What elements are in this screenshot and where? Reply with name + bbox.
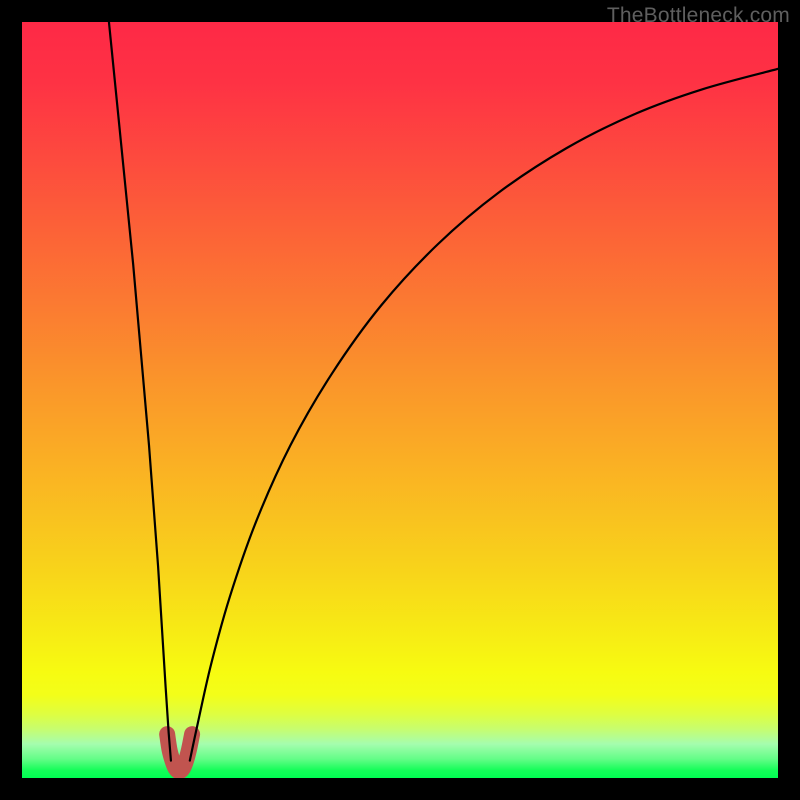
chart-svg: [0, 0, 800, 800]
watermark-text: TheBottleneck.com: [607, 4, 790, 28]
plot-background: [22, 22, 778, 778]
chart-container: TheBottleneck.com: [0, 0, 800, 800]
